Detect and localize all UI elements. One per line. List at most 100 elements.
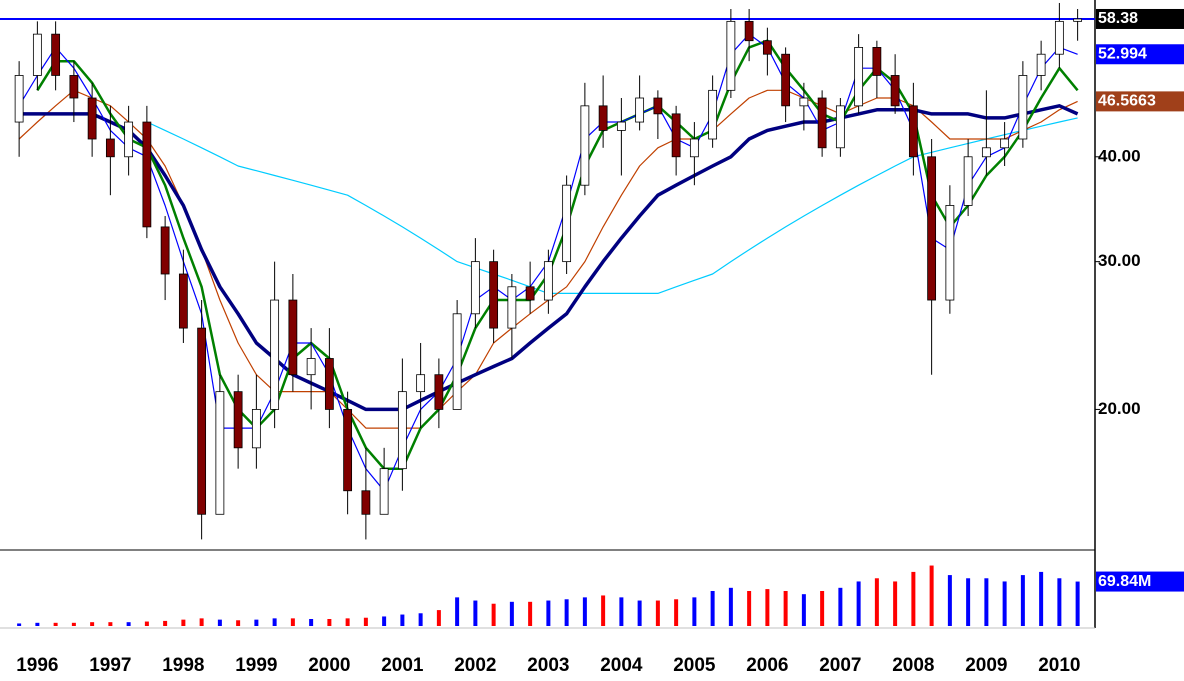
volume-bar [966, 578, 971, 626]
volume-tag: 69.84M [1098, 573, 1151, 590]
value-tag-box [1096, 44, 1184, 65]
volume-bar [893, 581, 898, 626]
volume-bar [473, 600, 478, 626]
candle-body [744, 20, 754, 42]
x-tick-label: 2009 [965, 655, 1007, 676]
volume-bar [984, 578, 989, 626]
volume-bar [491, 603, 496, 626]
volume-bar [947, 575, 952, 626]
value-tag: 52.994 [1098, 45, 1147, 62]
candle-body [762, 40, 772, 55]
x-tick-label: 2006 [746, 655, 788, 676]
volume-bar [144, 621, 149, 626]
volume-bar [17, 623, 22, 626]
x-tick-label: 1999 [235, 655, 277, 676]
candle-body [781, 53, 791, 107]
candle-body [361, 490, 371, 515]
volume-bar [1057, 578, 1062, 626]
volume-bar [619, 597, 624, 626]
candle-body [470, 261, 480, 315]
volume-bar [382, 616, 387, 626]
value-tag-box [1096, 8, 1184, 29]
candle-body [379, 468, 389, 515]
x-tick-label: 2002 [454, 655, 496, 676]
candle-body [306, 358, 316, 376]
y-tick-label: 30.00 [1098, 251, 1141, 270]
candle-body [251, 409, 261, 449]
volume-bar [765, 589, 770, 626]
candle-body [854, 47, 864, 107]
volume-bar [911, 571, 916, 626]
x-tick-label: 2007 [819, 655, 861, 676]
volume-bar [655, 600, 660, 626]
volume-bar [820, 591, 825, 626]
x-tick-label: 1996 [16, 655, 58, 676]
volume-bar [71, 622, 76, 626]
x-tick-label: 2004 [600, 655, 643, 676]
volume-bar [1020, 575, 1025, 626]
volume-bar [181, 619, 186, 626]
candle-body [580, 105, 590, 186]
candle-body [562, 184, 572, 263]
candle-body [160, 226, 170, 275]
x-tick-label: 2001 [381, 655, 424, 676]
average-line [36, 39, 1079, 470]
volume-bar [418, 613, 423, 626]
candle-body [927, 156, 937, 301]
candle-body [872, 47, 882, 76]
volume-bar [327, 619, 332, 626]
volume-bar [163, 620, 168, 626]
volume-bar [801, 594, 806, 626]
volume-bar [747, 591, 752, 626]
volume-bar [838, 587, 843, 626]
candle-body [525, 286, 535, 301]
candle-body [726, 20, 736, 91]
candle-body [616, 121, 626, 131]
average-line [19, 104, 1079, 412]
volume-bar [637, 600, 642, 626]
y-tick-label: 20.00 [1098, 399, 1141, 418]
candle-body [32, 33, 42, 76]
candle-body [817, 97, 827, 149]
candle-body [981, 147, 991, 158]
candle-body [543, 261, 553, 301]
volume-bar [53, 622, 58, 626]
candle-body [233, 391, 243, 449]
volume-bar [400, 614, 405, 626]
value-tag-box [1096, 91, 1184, 112]
volume-bar [692, 597, 697, 626]
x-tick-label: 2000 [308, 655, 350, 676]
volume-bar [582, 597, 587, 626]
candle-body [890, 75, 900, 107]
volume-bar [272, 618, 277, 626]
volume-bar [874, 578, 879, 626]
volume-bar [126, 622, 131, 626]
volume-bar [35, 622, 40, 626]
volume-bar [783, 591, 788, 626]
candle-body [215, 391, 225, 515]
candle-body [908, 105, 918, 158]
volume-bar [528, 601, 533, 626]
x-tick-label: 2003 [527, 655, 569, 676]
candle-body [653, 97, 663, 115]
volume-bar [710, 591, 715, 626]
candle-body [1073, 18, 1083, 22]
candle-body [69, 75, 79, 99]
volume-bar [363, 617, 368, 626]
x-tick-label: 2008 [892, 655, 934, 676]
candle-body [416, 374, 426, 393]
candle-body [142, 121, 152, 228]
candle-body [124, 121, 134, 158]
volume-bar [436, 610, 441, 626]
candle-body [105, 138, 115, 158]
volume-bar [546, 600, 551, 626]
candle-body [945, 205, 955, 301]
candle-body [270, 299, 280, 410]
candle-body [1018, 75, 1028, 140]
candle-body [689, 138, 699, 158]
volume-bar [90, 622, 95, 626]
candle-body [507, 286, 517, 329]
volume-bar [290, 618, 295, 626]
